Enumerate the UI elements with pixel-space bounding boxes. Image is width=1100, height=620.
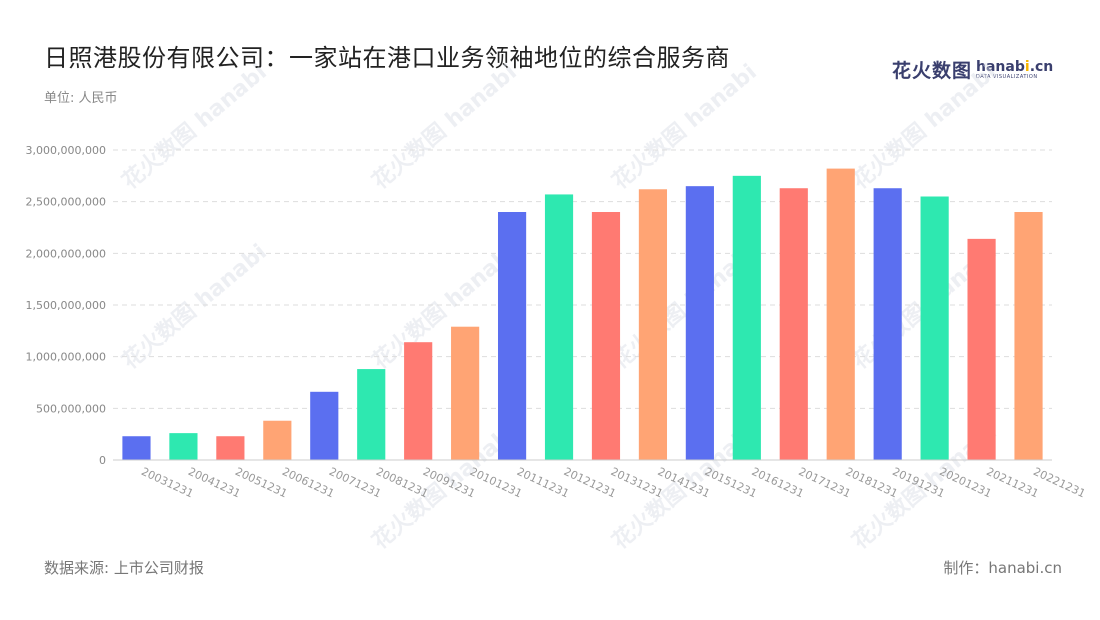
y-tick-label: 3,000,000,000 [26,144,106,157]
logo-sub-text: DATA VISUALIZATION [976,73,1038,80]
bar-20061231 [263,420,292,460]
x-tick-label: 20111231 [515,465,571,500]
unit-label: 单位: 人民币 [44,91,118,106]
x-tick-label: 20061231 [280,465,336,500]
bar-20201231 [920,196,949,460]
logo-main-text: 花火数图 [892,60,973,82]
data-source: 数据来源: 上市公司财报 [44,559,204,577]
bar-20041231 [169,433,198,460]
bar-20211231 [967,238,996,460]
bar-20111231 [497,212,527,460]
bar-20051231 [216,436,245,460]
bar-20171231 [779,188,808,460]
bar-20081231 [357,369,386,460]
x-tick-label: 20131231 [609,465,665,500]
bar-20121231 [544,194,574,460]
x-tick-label: 20161231 [750,465,806,500]
bar-20071231 [310,391,339,460]
x-tick-label: 20041231 [186,465,242,500]
bar-20031231 [122,436,151,460]
y-tick-label: 2,000,000,000 [26,247,106,260]
svg-text:花火数图 hanabi: 花火数图 hanabi [367,59,522,195]
bar-20161231 [732,175,761,461]
svg-text:花火数图 hanabi: 花火数图 hanabi [117,239,272,375]
y-tick-label: 2,500,000,000 [26,196,106,209]
x-tick-label: 20031231 [139,465,195,500]
x-tick-label: 20101231 [468,465,524,500]
x-tick-label: 20081231 [374,465,430,500]
grid-lines [113,149,1052,409]
x-tick-label: 20151231 [703,465,759,500]
x-tick-label: 20181231 [843,465,899,500]
svg-text:花火数图 hanabi: 花火数图 hanabi [847,59,1002,195]
bars [122,168,1043,461]
x-tick-label: 20071231 [327,465,383,500]
y-tick-label: 500,000,000 [36,402,106,415]
bar-20141231 [638,189,668,460]
bar-20091231 [404,342,433,460]
x-tick-label: 20121231 [562,465,618,500]
y-tick-label: 1,000,000,000 [26,351,106,364]
x-tick-label: 20051231 [233,465,289,500]
chart-title: 日照港股份有限公司：一家站在港口业务领袖地位的综合服务商 [44,44,730,72]
svg-text:花火数图 hanabi: 花火数图 hanabi [607,59,762,195]
y-tick-label: 0 [99,454,106,467]
bar-20131231 [591,212,621,460]
bar-20101231 [451,326,480,460]
x-tick-label: 20221231 [1031,465,1087,500]
svg-text:花火数图 hanabi: 花火数图 hanabi [117,59,272,195]
bar-20191231 [873,188,902,460]
bar-20181231 [826,168,855,460]
x-tick-label: 20211231 [984,465,1040,500]
logo-side: hanabi.cn DATA VISUALIZATION [976,60,1053,80]
y-axis-ticks: 0 500,000,000 1,000,000,000 1,500,000,000 2,… [26,144,106,467]
bar-20151231 [685,186,714,460]
y-tick-label: 1,500,000,000 [26,299,106,312]
x-tick-label: 20171231 [797,465,853,500]
logo-en-text: hanabi.cn [976,58,1054,75]
bar-20221231 [1014,212,1043,460]
brand-logo: 花火数图 hanabi.cn DATA VISUALIZATION [892,56,1053,83]
maker-credit: 制作：hanabi.cn [943,559,1062,577]
